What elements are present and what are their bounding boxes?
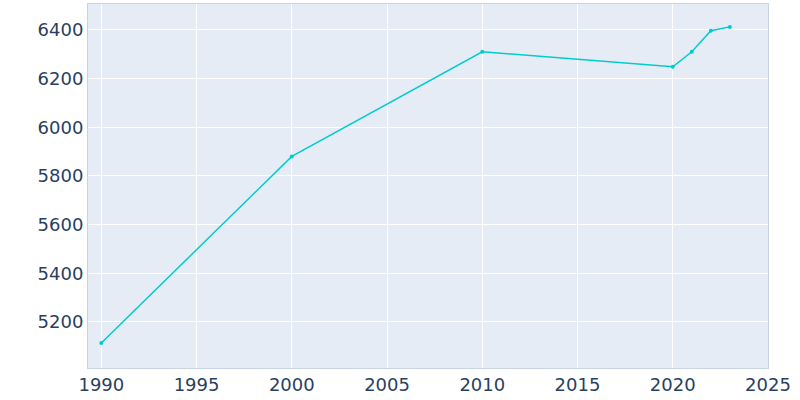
svg-text:5400: 5400 <box>38 263 84 284</box>
svg-text:6200: 6200 <box>38 68 84 89</box>
svg-text:2010: 2010 <box>459 374 505 395</box>
svg-text:2020: 2020 <box>650 374 696 395</box>
svg-text:2000: 2000 <box>269 374 315 395</box>
svg-text:5200: 5200 <box>38 311 84 332</box>
svg-text:6400: 6400 <box>38 19 84 40</box>
svg-text:5600: 5600 <box>38 214 84 235</box>
svg-text:6000: 6000 <box>38 117 84 138</box>
svg-text:2025: 2025 <box>745 374 791 395</box>
svg-text:2015: 2015 <box>555 374 601 395</box>
svg-text:1990: 1990 <box>78 374 124 395</box>
svg-text:2005: 2005 <box>364 374 410 395</box>
svg-text:5800: 5800 <box>38 165 84 186</box>
svg-text:1995: 1995 <box>174 374 220 395</box>
